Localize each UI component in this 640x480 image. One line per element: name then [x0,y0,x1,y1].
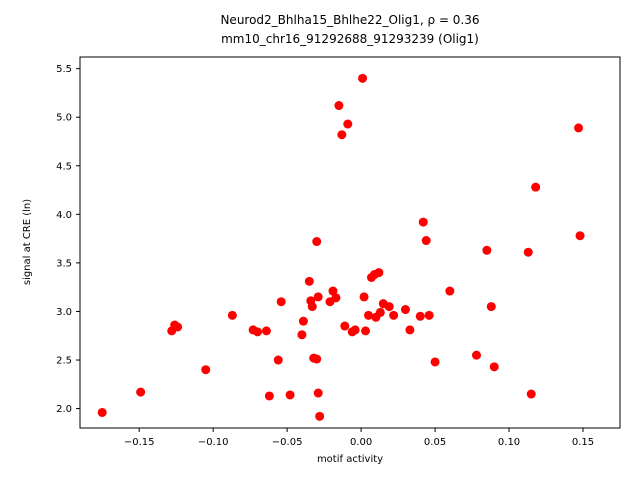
plot-title-line2: mm10_chr16_91292688_91293239 (Olig1) [221,32,479,46]
x-tick-label: 0.05 [424,437,446,448]
y-tick-label: 3.0 [56,307,72,318]
data-point [312,354,322,364]
x-tick-label: −0.05 [272,437,303,448]
plot-frame [79,56,621,429]
data-point [337,130,347,140]
data-point [343,119,353,129]
data-point [276,297,286,307]
data-point [285,390,295,400]
data-point [264,391,274,401]
data-point [523,247,533,257]
data-point [400,305,410,315]
data-point [375,307,385,317]
x-tick-label: 0.00 [350,437,372,448]
data-points [97,73,585,421]
x-tick-label: 0.15 [572,437,594,448]
data-point [389,310,399,320]
data-point [253,327,263,337]
y-axis-ticks: 2.0 2.5 3.0 3.5 4.0 4.5 5.0 5.5 [56,64,80,415]
data-point [350,325,360,335]
data-point [261,326,271,336]
data-point [415,311,425,321]
data-point [405,325,415,335]
x-tick-label: 0.10 [498,437,520,448]
data-point [526,389,536,399]
y-tick-label: 2.0 [56,404,72,415]
data-point [334,101,344,111]
data-point [531,182,541,192]
x-tick-label: −0.15 [124,437,155,448]
data-point [359,292,369,302]
y-tick-label: 2.5 [56,356,72,367]
data-point [384,302,394,312]
data-point [312,237,322,247]
data-point [574,123,584,133]
data-point [307,302,317,312]
x-tick-label: −0.10 [198,437,229,448]
data-point [173,322,183,332]
y-tick-label: 3.5 [56,258,72,269]
y-tick-label: 4.5 [56,161,72,172]
data-point [363,310,373,320]
data-point [482,245,492,255]
data-point [315,411,325,421]
data-point [313,292,323,302]
data-point [361,326,371,336]
data-point [273,355,283,365]
data-point [331,293,341,303]
data-point [136,387,146,397]
x-axis-ticks: −0.15 −0.10 −0.05 0.00 0.05 0.10 0.15 [124,428,594,448]
data-point [489,362,499,372]
data-point [227,310,237,320]
data-point [297,330,307,340]
data-point [313,388,323,398]
data-point [445,286,455,296]
y-tick-label: 5.0 [56,113,72,124]
y-tick-label: 5.5 [56,64,72,75]
data-point [421,236,431,246]
data-point [374,268,384,278]
data-point [471,350,481,360]
data-point [328,286,338,296]
data-point [430,357,440,367]
data-point [201,365,211,375]
data-point [358,73,368,83]
data-point [418,217,428,227]
data-point [340,321,350,331]
y-tick-label: 4.0 [56,210,72,221]
data-point [304,276,314,286]
data-point [486,302,496,312]
plot-title-line1: Neurod2_Bhlha15_Bhlhe22_Olig1, ρ = 0.36 [220,13,479,27]
data-point [97,407,107,417]
data-point [424,310,434,320]
x-axis-label: motif activity [317,454,383,465]
data-point [575,231,585,241]
data-point [298,316,308,326]
y-axis-label: signal at CRE (ln) [22,199,33,285]
